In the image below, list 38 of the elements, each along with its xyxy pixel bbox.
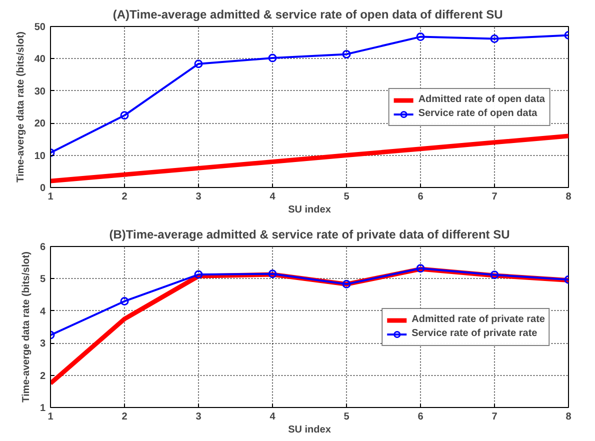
x-tick-label: 3 (196, 412, 202, 422)
x-tick-label: 4 (270, 192, 276, 202)
y-tick-label: 20 (34, 118, 46, 130)
y-tick-label: 0 (40, 183, 46, 194)
x-tick-label: 1 (48, 192, 54, 202)
legend-label: Admitted rate of private rate (412, 313, 545, 326)
y-tick-label: 3 (40, 338, 46, 350)
x-tick-label: 3 (196, 192, 202, 202)
y-tick-label: 5 (40, 274, 46, 286)
y-tick-label: 1 (40, 403, 46, 414)
x-tick-label: 1 (48, 412, 54, 422)
x-tick-label: 4 (270, 412, 276, 422)
y-axis-title: Time-averge data rate (bits/slot) (20, 252, 32, 402)
x-tick-label: 7 (492, 192, 498, 202)
y-tick-label: 50 (34, 22, 46, 33)
legend-label: Admitted rate of open data (418, 93, 545, 106)
x-tick-label: 8 (566, 192, 572, 202)
x-tick-label: 2 (122, 412, 128, 422)
x-tick-label: 8 (566, 412, 572, 422)
chart-title: (A)Time-average admitted & service rate of open data of different SU (112, 8, 503, 22)
x-tick-label: 2 (122, 192, 128, 202)
y-tick-label: 10 (34, 150, 46, 162)
x-tick-label: 5 (344, 412, 350, 422)
legend-label: Service rate of open data (418, 107, 538, 120)
y-tick-label: 30 (34, 86, 46, 98)
y-tick-label: 6 (40, 242, 46, 253)
y-tick-label: 4 (40, 306, 46, 318)
chart-title: (B)Time-average admitted & service rate of private data of different SU (109, 228, 510, 242)
x-axis-title: SU index (288, 424, 332, 436)
x-tick-label: 7 (492, 412, 498, 422)
x-tick-label: 6 (418, 412, 424, 422)
x-axis-title: SU index (288, 204, 332, 216)
x-tick-label: 5 (344, 192, 350, 202)
y-axis-title: Time-averge data rate (bits/slot) (15, 32, 26, 182)
y-tick-label: 2 (40, 370, 46, 382)
legend-label: Service rate of private rate (412, 327, 538, 340)
x-tick-label: 6 (418, 192, 424, 202)
y-tick-label: 40 (34, 54, 46, 66)
